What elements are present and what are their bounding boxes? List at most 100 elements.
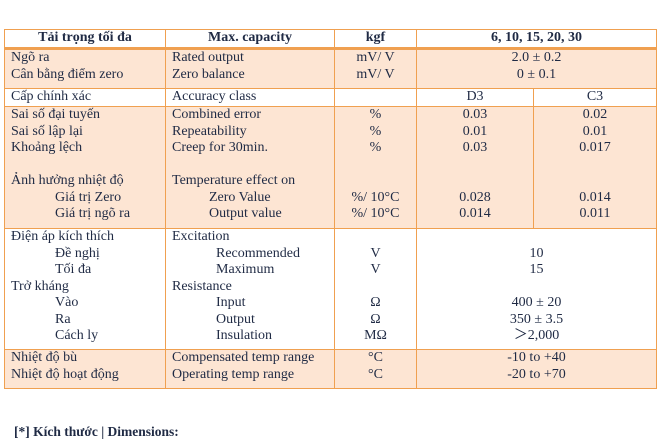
- repeatability-d3: 0.01: [462, 123, 488, 139]
- temp-zero-d3: 0.028: [459, 189, 491, 205]
- res-output-value: 350 ± 3.5: [509, 311, 564, 327]
- zero-balance-value: 0 ± 0.1: [516, 66, 557, 82]
- exc-maximum-vn: Tối đa: [55, 262, 92, 277]
- accuracy-class-unit: [334, 88, 417, 107]
- rated-output-vn: Ngõ ra: [11, 50, 50, 65]
- table-row: Sai số đại tuyến Sai số lập lại Khoảng l…: [4, 106, 657, 229]
- rated-output-en: Rated output: [172, 50, 244, 65]
- repeatability-en: Repeatability: [172, 123, 247, 139]
- cell-en: Rated output Zero balance: [165, 48, 335, 89]
- cell-vn: Sai số đại tuyến Sai số lập lại Khoảng l…: [4, 106, 166, 229]
- exc-maximum-en: Maximum: [216, 262, 275, 277]
- cell-d3: 0.03 0.01 0.03 0.028 0.014: [416, 106, 534, 229]
- accuracy-class-vn: Cấp chính xác: [4, 88, 166, 107]
- res-insulation-en: Insulation: [216, 328, 272, 343]
- creep-d3: 0.03: [462, 140, 488, 155]
- rated-output-value: 2.0 ± 0.2: [511, 50, 562, 65]
- excitation-en: Excitation: [172, 229, 230, 244]
- temp-output-d3: 0.014: [459, 206, 491, 221]
- header-capacities: 6, 10, 15, 20, 30: [416, 29, 657, 50]
- header-vn: Tải trọng tối đa: [4, 29, 166, 50]
- cell-value: -10 to +40 -20 to +70: [416, 349, 657, 389]
- zero-balance-unit: mV/ V: [356, 66, 395, 82]
- cell-c3: 0.02 0.01 0.017 0.014 0.011: [533, 106, 657, 229]
- exc-recommended-en: Recommended: [216, 245, 300, 261]
- cell-unit: °C °C: [334, 349, 417, 389]
- resistance-vn: Trở kháng: [11, 278, 69, 294]
- combined-error-unit: %: [369, 107, 382, 122]
- cell-vn: Nhiệt độ bù Nhiệt độ hoạt động: [4, 349, 166, 389]
- table-row: Nhiệt độ bù Nhiệt độ hoạt động Compensat…: [4, 349, 657, 389]
- res-input-vn: Vào: [55, 295, 79, 310]
- temp-effect-vn: Ảnh hưởng nhiệt độ: [11, 173, 124, 188]
- table-row: Ngõ ra Cân bằng điểm zero Rated output Z…: [4, 48, 657, 89]
- exc-maximum-value: 15: [529, 262, 544, 277]
- header-row: Tải trọng tối đa Max. capacity kgf 6, 10…: [4, 29, 657, 50]
- repeatability-c3: 0.01: [582, 123, 608, 139]
- temp-output-unit: %/ 10°C: [351, 206, 400, 221]
- cell-en: Excitation Recommended Maximum Resistanc…: [165, 228, 335, 350]
- spec-table: Tải trọng tối đa Max. capacity kgf 6, 10…: [4, 29, 657, 389]
- resistance-en: Resistance: [172, 278, 232, 294]
- combined-error-d3: 0.03: [462, 107, 488, 122]
- temp-zero-en: Zero Value: [209, 189, 271, 205]
- temp-effect-en: Temperature effect on: [172, 173, 296, 188]
- oper-temp-unit: °C: [368, 366, 383, 382]
- cell-unit: mV/ V mV/ V: [334, 48, 417, 89]
- exc-recommended-value: 10: [529, 245, 544, 261]
- res-insulation-value: ＞2,000: [513, 328, 560, 343]
- excitation-vn: Điện áp kích thích: [11, 229, 115, 244]
- res-insulation-unit: MΩ: [364, 328, 387, 343]
- creep-en: Creep for 30min.: [172, 140, 269, 155]
- combined-error-en: Combined error: [172, 107, 262, 122]
- temp-output-vn: Giá trị ngõ ra: [55, 206, 131, 221]
- dimensions-heading: [*] Kích thước | Dimensions:: [14, 424, 179, 439]
- comp-temp-unit: °C: [368, 350, 383, 365]
- accuracy-class-c3: C3: [533, 88, 657, 107]
- creep-c3: 0.017: [579, 140, 611, 155]
- cell-vn: Điện áp kích thích Đề nghị Tối đa Trở kh…: [4, 228, 166, 350]
- oper-temp-en: Operating temp range: [172, 366, 295, 382]
- accuracy-class-en: Accuracy class: [165, 88, 335, 107]
- cell-en: Compensated temp range Operating temp ra…: [165, 349, 335, 389]
- cell-en: Combined error Repeatability Creep for 3…: [165, 106, 335, 229]
- repeatability-unit: %: [369, 123, 382, 139]
- res-input-unit: Ω: [370, 295, 381, 310]
- temp-output-c3: 0.011: [579, 206, 611, 221]
- creep-unit: %: [369, 140, 382, 155]
- zero-balance-vn: Cân bằng điểm zero: [11, 66, 124, 82]
- cell-value: 10 15 400 ± 20 350 ± 3.5 ＞2,000: [416, 228, 657, 350]
- cell-vn: Ngõ ra Cân bằng điểm zero: [4, 48, 166, 89]
- oper-temp-vn: Nhiệt độ hoạt động: [11, 366, 119, 382]
- temp-zero-c3: 0.014: [579, 189, 611, 205]
- cell-unit: % % % %/ 10°C %/ 10°C: [334, 106, 417, 229]
- res-input-value: 400 ± 20: [511, 295, 562, 310]
- res-output-unit: Ω: [370, 311, 381, 327]
- temp-zero-vn: Giá trị Zero: [55, 189, 122, 205]
- cell-value: 2.0 ± 0.2 0 ± 0.1: [416, 48, 657, 89]
- res-insulation-vn: Cách ly: [55, 328, 99, 343]
- exc-recommended-unit: V: [370, 245, 381, 261]
- creep-vn: Khoảng lệch: [11, 140, 83, 155]
- comp-temp-vn: Nhiệt độ bù: [11, 350, 78, 365]
- res-output-vn: Ra: [55, 311, 71, 327]
- repeatability-vn: Sai số lập lại: [11, 123, 83, 139]
- temp-zero-unit: %/ 10°C: [351, 189, 400, 205]
- exc-recommended-vn: Đề nghị: [55, 245, 100, 261]
- table-row: Điện áp kích thích Đề nghị Tối đa Trở kh…: [4, 228, 657, 350]
- rated-output-unit: mV/ V: [356, 50, 395, 65]
- temp-output-en: Output value: [209, 206, 282, 221]
- comp-temp-value: -10 to +40: [507, 350, 566, 365]
- res-input-en: Input: [216, 295, 246, 310]
- res-output-en: Output: [216, 311, 255, 327]
- comp-temp-en: Compensated temp range: [172, 350, 315, 365]
- cell-unit: V V Ω Ω MΩ: [334, 228, 417, 350]
- combined-error-vn: Sai số đại tuyến: [11, 107, 101, 122]
- combined-error-c3: 0.02: [582, 107, 608, 122]
- table-row: Cấp chính xác Accuracy class D3 C3: [4, 88, 657, 107]
- header-en: Max. capacity: [165, 29, 335, 50]
- accuracy-class-d3: D3: [416, 88, 534, 107]
- header-unit: kgf: [334, 29, 417, 50]
- exc-maximum-unit: V: [370, 262, 381, 277]
- oper-temp-value: -20 to +70: [507, 366, 566, 382]
